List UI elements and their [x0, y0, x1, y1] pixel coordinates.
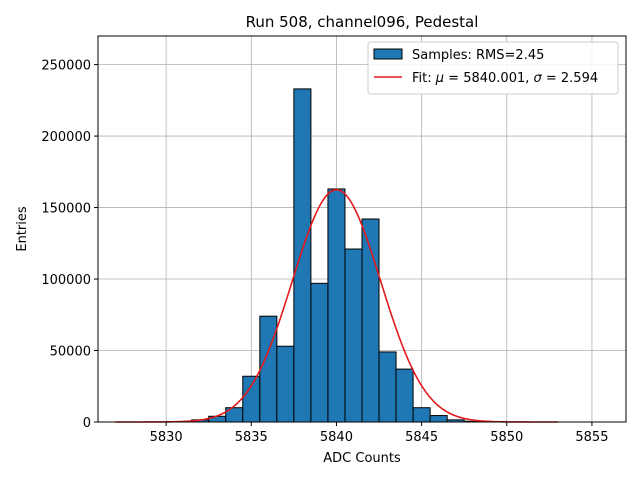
y-tick-label: 250000 — [41, 59, 91, 74]
histogram-bar — [395, 368, 414, 423]
fit-curve-group — [115, 188, 558, 423]
x-tick-label: 5845 — [405, 430, 438, 445]
x-tick-label: 5840 — [320, 430, 353, 445]
x-tick-label: 5850 — [490, 430, 523, 445]
legend-fit-prefix: Fit: — [412, 71, 436, 86]
x-tick-label: 5835 — [235, 430, 268, 445]
histogram-bar — [310, 282, 329, 423]
legend: Samples: RMS=2.45 Fit: μ = 5840.001, σ =… — [367, 41, 619, 95]
y-tick-label: 50000 — [50, 345, 91, 360]
histogram-bars — [191, 88, 482, 423]
legend-mu-symbol: μ — [435, 71, 444, 86]
chart-title: Run 508, channel096, Pedestal — [246, 13, 479, 31]
histogram-bar — [344, 248, 363, 423]
y-tick-label: 100000 — [41, 273, 91, 288]
legend-box — [367, 41, 619, 95]
histogram-bar — [276, 345, 295, 423]
gaussian-fit-curve — [115, 188, 558, 423]
legend-sigma-value: = 2.594 — [542, 71, 598, 86]
y-tick-label: 0 — [83, 416, 91, 431]
x-tick-label: 5855 — [575, 430, 608, 445]
histogram-bar — [429, 415, 448, 423]
legend-mu-value: = 5840.001, — [444, 71, 533, 86]
legend-sigma-symbol: σ — [534, 71, 543, 86]
histogram-bar — [327, 188, 346, 423]
legend-samples-swatch — [373, 48, 403, 60]
histogram-bar — [378, 351, 397, 423]
axis-ticks: 5830 5835 5840 5845 5850 5855 0 50000 100000 1500… — [41, 59, 608, 445]
histogram-bar — [293, 88, 312, 423]
legend-fit-label: Fit: μ = 5840.001, σ = 2.594 — [412, 71, 598, 86]
legend-samples-label: Samples: RMS=2.45 — [412, 48, 544, 63]
histogram-bar — [259, 315, 278, 423]
y-tick-label: 200000 — [41, 130, 91, 145]
axes-frame — [97, 35, 627, 423]
y-tick-label: 150000 — [41, 202, 91, 217]
x-tick-label: 5830 — [150, 430, 183, 445]
histogram-bar — [412, 407, 431, 423]
x-axis-label: ADC Counts — [323, 451, 401, 466]
y-axis-label: Entries — [15, 206, 30, 252]
histogram-bar — [242, 375, 261, 423]
